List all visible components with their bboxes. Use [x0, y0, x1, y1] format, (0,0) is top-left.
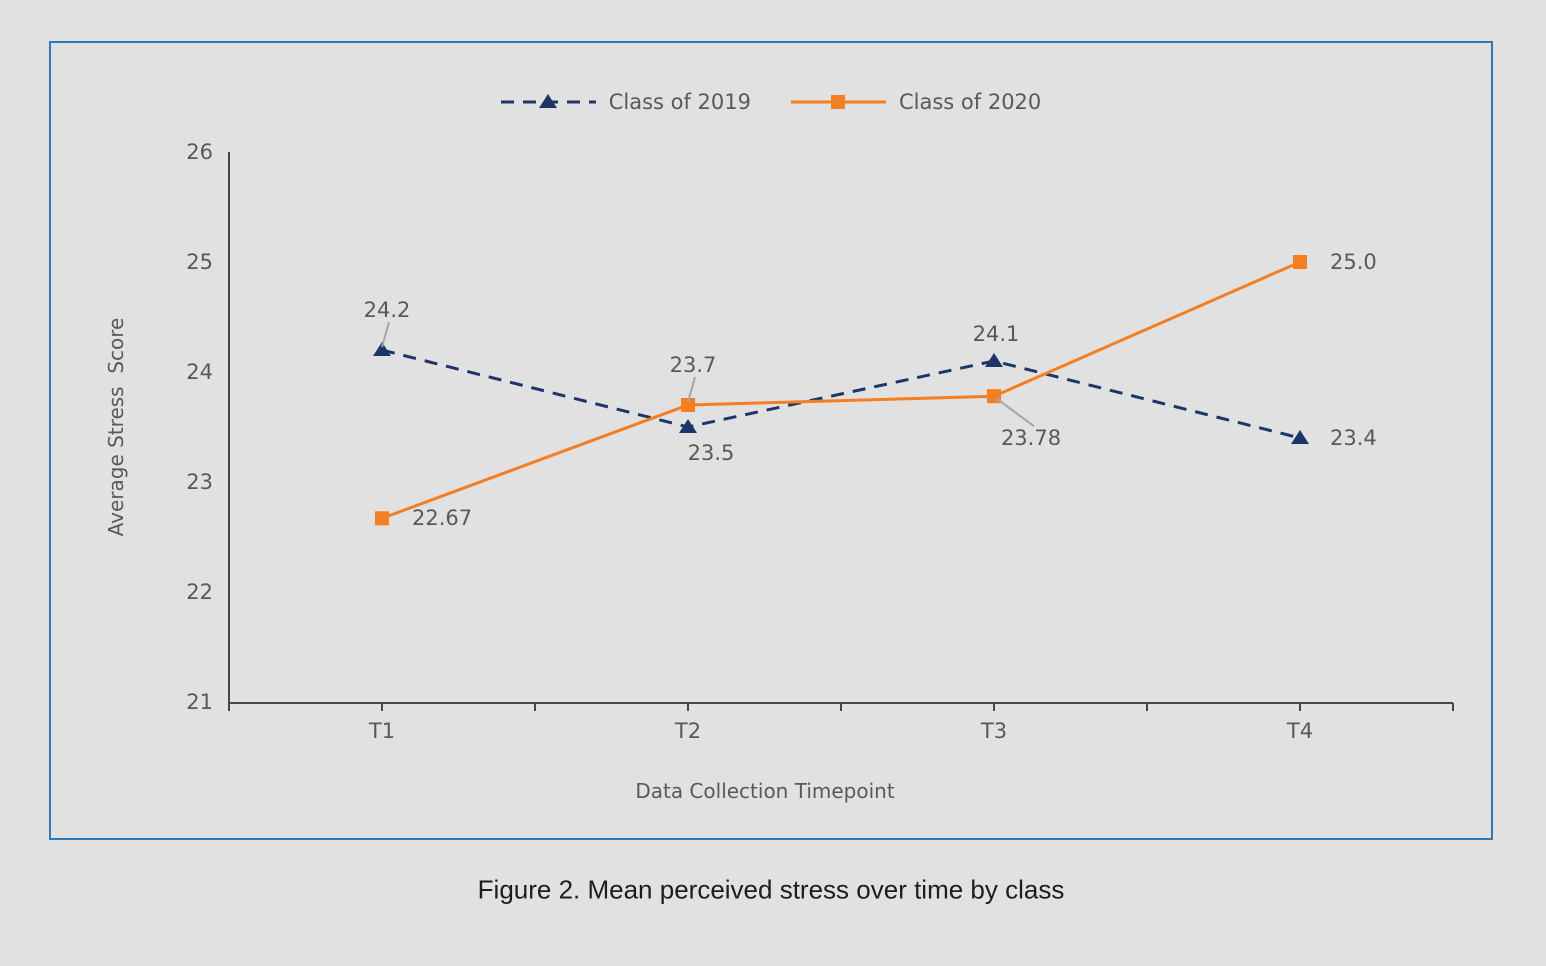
solid-line-square-marker-icon — [791, 90, 886, 114]
square-marker — [1293, 255, 1307, 269]
chart-panel — [49, 41, 1493, 840]
series-line-2020 — [381, 260, 1301, 520]
triangle-marker — [1291, 430, 1309, 444]
x-axis-title: Data Collection Timepoint — [635, 779, 895, 803]
triangle-marker — [538, 94, 557, 108]
triangle-marker — [373, 342, 391, 356]
y-axis-title: Average Stress Score — [104, 317, 128, 537]
data-label-leader-line — [381, 321, 390, 348]
data-label-leader-line — [687, 376, 696, 403]
legend-label: Class of 2020 — [899, 90, 1042, 114]
square-marker — [681, 398, 695, 412]
legend-item-class-2020: Class of 2020 — [791, 90, 1041, 114]
series-line-2019 — [381, 348, 1301, 440]
figure-caption: Figure 2. Mean perceived stress over tim… — [477, 874, 1065, 905]
triangle-marker — [679, 419, 697, 433]
dashed-line-triangle-marker-icon — [500, 90, 596, 114]
square-marker — [831, 95, 845, 109]
square-marker — [375, 511, 389, 526]
legend-label: Class of 2019 — [608, 90, 751, 114]
data-label-leader-line — [995, 397, 1035, 428]
legend: Class of 2019 Class of 2020 — [49, 86, 1493, 118]
legend-item-class-2019: Class of 2019 — [500, 90, 751, 114]
triangle-marker — [985, 353, 1003, 367]
